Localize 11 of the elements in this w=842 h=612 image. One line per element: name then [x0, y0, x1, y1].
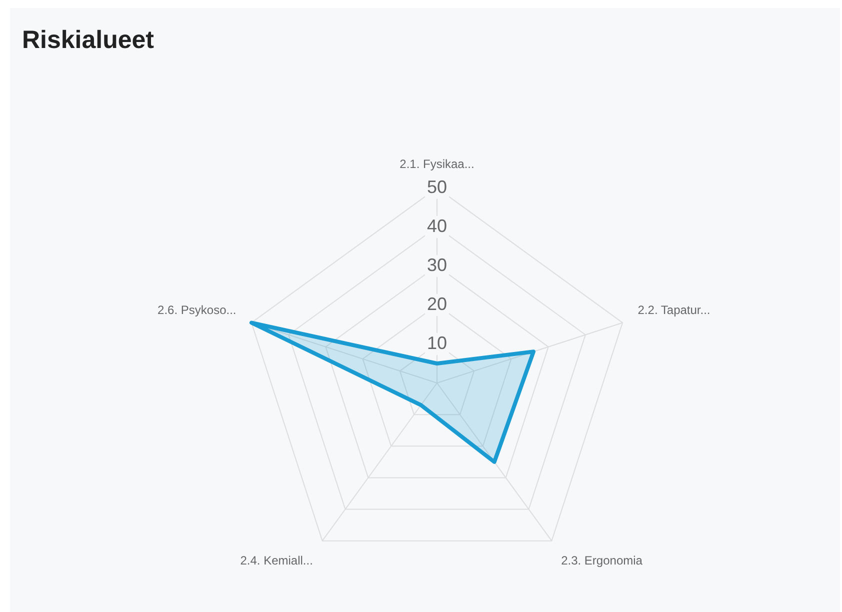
y-tick-label: 10	[426, 332, 448, 353]
spoke-label: 2.6. Psykoso...	[158, 302, 236, 317]
spoke-label: 2.4. Kemiall...	[240, 553, 313, 568]
spoke-label: 2.2. Tapatur...	[638, 302, 710, 317]
chart-title: Riskialueet	[22, 26, 154, 55]
spoke-label: 2.1. Fysikaa...	[400, 157, 474, 172]
y-tick-label: 30	[426, 254, 448, 275]
spoke-label: 2.3. Ergonomia	[561, 553, 643, 568]
y-tick-label: 50	[426, 176, 448, 197]
y-tick-label: 40	[426, 216, 448, 236]
y-tick-label: 20	[426, 294, 448, 314]
